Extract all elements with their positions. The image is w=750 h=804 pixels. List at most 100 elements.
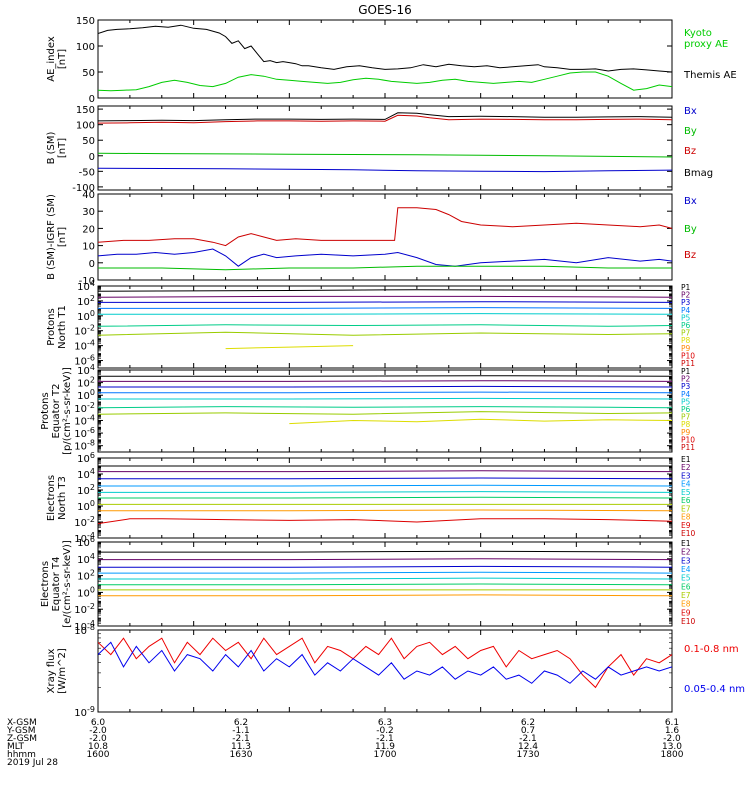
legend-entry: P3	[681, 298, 691, 307]
orbit-value: 12.4	[518, 742, 538, 752]
legend-entry: P6	[681, 321, 691, 330]
orbit-value: 11.9	[375, 742, 395, 752]
y-axis-label: Electrons	[46, 475, 57, 521]
legend-entry: Kyoto	[684, 28, 712, 39]
y-ticks: -10 0 10 20 30 40	[79, 190, 672, 287]
y-tick-label: 10-4	[74, 619, 95, 633]
legend-entry: P5	[681, 397, 691, 406]
legend-entry: E3	[681, 556, 691, 565]
y-tick-label: 10-2	[74, 324, 95, 338]
y-tick-label: 102	[77, 294, 95, 308]
y-axis-label: Equator T4	[51, 557, 62, 612]
legend: Bx By Bz Bmag	[684, 106, 713, 179]
series-line-bz	[98, 207, 672, 247]
orbit-value: 1600	[87, 750, 110, 760]
legend-entry: E10	[681, 529, 696, 538]
series-line-e6	[98, 496, 672, 499]
legend-entry: E4	[681, 480, 691, 489]
y-ticks: 106 104 102 100 10-2 10-4	[74, 535, 672, 633]
orbit-value: -2.0	[663, 734, 681, 744]
series-line-0-05-0-4-nm	[98, 641, 672, 684]
legend-entry: Bz	[684, 250, 696, 261]
panel-frame	[97, 369, 673, 453]
series-line-p4	[98, 307, 672, 309]
legend-entry: E9	[681, 521, 691, 530]
y-axis-label: B (SM)	[46, 131, 57, 164]
series-line-p2	[98, 295, 672, 298]
legend-entry: E5	[681, 488, 691, 497]
y-tick-label: 10-9	[74, 705, 95, 719]
orbit-value: 6.2	[234, 718, 248, 728]
y-tick-label: 10-4	[74, 413, 95, 427]
series-group	[98, 465, 672, 525]
series-line-0-1-0-8-nm	[98, 637, 672, 689]
y-tick-label: 100	[77, 499, 95, 513]
series-line-e6	[98, 583, 672, 586]
orbit-value: -0.2	[376, 726, 394, 736]
series-group	[98, 112, 672, 173]
orbit-value: 6.0	[91, 718, 106, 728]
y-tick-label: 50	[82, 136, 95, 147]
orbit-value: -1.1	[232, 726, 250, 736]
legend-entry: Bx	[684, 106, 697, 117]
series-line-bmag	[98, 112, 672, 122]
y-ticks: -100 -50 0 50 100 150	[72, 105, 672, 194]
series-line-e3	[98, 565, 672, 568]
panel-frame	[97, 105, 673, 191]
series-line-p3	[98, 385, 672, 388]
y-ticks: 106 104 102 100 10-2 10-4	[74, 451, 672, 545]
legend-entry: E9	[681, 608, 691, 617]
y-axis-label: North T3	[57, 476, 68, 520]
series-line-e5	[98, 577, 672, 580]
legend-entry: proxy AE	[684, 39, 728, 50]
legend-entry: By	[684, 224, 697, 235]
y-tick-label: 10-8	[74, 439, 95, 453]
y-tick-label: 104	[77, 363, 95, 377]
series-line-e9	[98, 518, 672, 525]
orbit-value: -2.1	[232, 734, 250, 744]
legend-entry: P11	[681, 443, 695, 452]
y-tick-label: 100	[76, 121, 95, 132]
legend-entry: E3	[681, 471, 691, 480]
y-tick-label: -50	[79, 167, 95, 178]
orbit-value: 6.3	[378, 718, 392, 728]
series-line-by	[98, 265, 672, 271]
legend-entry: E6	[681, 582, 691, 591]
series-line-themis-ae	[98, 24, 672, 73]
orbit-value: 10.8	[88, 742, 108, 752]
panel-bsm: -100 -50 0 50 100 150 B (SM) [nT] Bx By Bz Bmag	[46, 105, 713, 194]
series-line-bx	[98, 167, 672, 173]
y-tick-label: 10-2	[74, 602, 95, 616]
orbit-value: 6.1	[665, 718, 679, 728]
orbit-value: -2.1	[519, 734, 537, 744]
panel-frame	[97, 629, 673, 713]
series-group	[98, 550, 672, 597]
legend-entry: P7	[681, 329, 691, 338]
panel-frame	[97, 285, 673, 369]
series-line-p6	[98, 324, 672, 327]
legend-entry: Bx	[684, 196, 697, 207]
orbit-value: -2.0	[89, 734, 107, 744]
orbit-table: X-GSMY-GSMZ-GSMMLThhmm6.0-2.0-2.010.8160…	[6, 718, 684, 768]
orbit-row-label: Z-GSM	[7, 734, 37, 744]
y-tick-label: 10-6	[74, 426, 95, 440]
y-tick-label: 100	[77, 388, 95, 402]
y-axis-label: AE_index	[46, 36, 57, 82]
y-tick-label: 106	[77, 451, 95, 465]
orbit-value: 1730	[517, 750, 540, 760]
legend-entry: E4	[681, 565, 691, 574]
series-line-kyoto-proxy-ae	[98, 71, 672, 92]
y-tick-label: 0	[89, 152, 95, 163]
series-group	[98, 375, 672, 425]
series-line-p1	[98, 375, 672, 377]
orbit-value: -2.0	[89, 726, 107, 736]
orbit-value: 1800	[661, 750, 684, 760]
